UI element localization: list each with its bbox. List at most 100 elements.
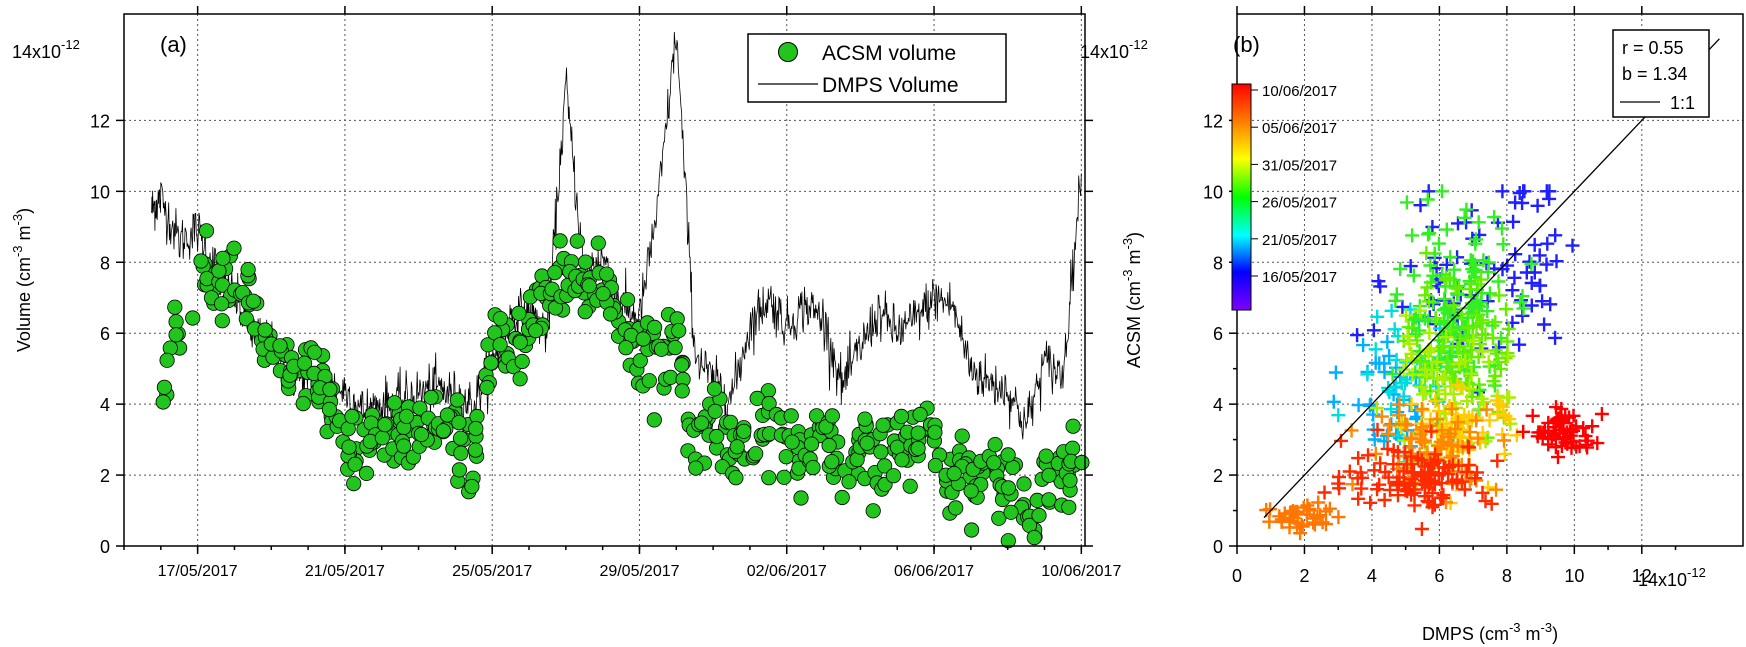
acsm-volume-point bbox=[963, 483, 979, 499]
acsm-volume-point bbox=[653, 341, 670, 357]
acsm-volume-point bbox=[215, 250, 231, 266]
scatter-point bbox=[1524, 298, 1539, 313]
acsm-volume-point bbox=[674, 357, 690, 373]
scatter-point bbox=[1422, 326, 1437, 341]
acsm-volume-point bbox=[1026, 529, 1042, 546]
panel-b-xtick-label: 8 bbox=[1502, 566, 1512, 586]
scatter-point bbox=[1475, 343, 1490, 358]
acsm-volume-point bbox=[452, 430, 469, 446]
panel-a-xtick-label: 29/05/2017 bbox=[599, 563, 679, 580]
scatter-point bbox=[1373, 456, 1388, 471]
scatter-point bbox=[1439, 222, 1454, 237]
scatter-point bbox=[1466, 333, 1481, 348]
scatter-point bbox=[1414, 380, 1429, 394]
acsm-volume-point bbox=[595, 286, 611, 302]
colorbar-label: 21/05/2017 bbox=[1262, 232, 1337, 249]
legend-one-to-one-label: 1:1 bbox=[1670, 93, 1695, 113]
scatter-point bbox=[1594, 407, 1609, 421]
panel-b-xtick-label: 4 bbox=[1367, 566, 1377, 586]
scatter-point bbox=[1331, 510, 1346, 525]
scatter-point bbox=[1439, 330, 1454, 345]
acsm-volume-point bbox=[238, 311, 254, 327]
acsm-volume-point bbox=[214, 313, 230, 329]
acsm-volume-point bbox=[347, 456, 363, 472]
scatter-point bbox=[1551, 450, 1565, 465]
scatter-point bbox=[1332, 481, 1347, 496]
scatter-point bbox=[1439, 257, 1454, 272]
scatter-point bbox=[1404, 346, 1419, 361]
scatter-point bbox=[1371, 274, 1386, 289]
scatter-point bbox=[1381, 470, 1396, 485]
acsm-volume-point bbox=[893, 408, 910, 424]
scatter-point bbox=[1382, 348, 1397, 363]
scatter-point bbox=[1370, 309, 1385, 324]
scatter-point bbox=[1522, 254, 1537, 269]
scatter-point bbox=[1420, 280, 1435, 295]
acsm-volume-point bbox=[776, 469, 792, 485]
scatter-point bbox=[1293, 526, 1308, 541]
panel-a-xtick-label: 10/06/2017 bbox=[1041, 563, 1121, 580]
acsm-volume-point bbox=[602, 306, 619, 322]
acsm-volume-point bbox=[211, 263, 227, 279]
scatter-point bbox=[1519, 265, 1534, 280]
panel-b-ytick-label: 2 bbox=[1213, 466, 1223, 486]
scatter-point bbox=[1448, 422, 1463, 437]
acsm-volume-point bbox=[808, 408, 825, 424]
scatter-point bbox=[1387, 322, 1402, 337]
acsm-volume-point bbox=[824, 454, 840, 470]
acsm-volume-point bbox=[667, 339, 683, 356]
scatter-point bbox=[1472, 337, 1487, 352]
scatter-point bbox=[1396, 389, 1411, 404]
acsm-volume-point bbox=[1062, 472, 1078, 488]
acsm-volume-point bbox=[876, 458, 893, 474]
scatter-point bbox=[1542, 191, 1557, 206]
panel-b-ytick-label: 12 bbox=[1203, 111, 1223, 131]
scatter-point bbox=[1465, 383, 1480, 398]
colorbar-label: 05/06/2017 bbox=[1262, 120, 1337, 137]
acsm-volume-point bbox=[1065, 440, 1081, 456]
acsm-volume-point bbox=[834, 489, 850, 506]
panel-a-xtick-label: 06/06/2017 bbox=[894, 563, 974, 580]
scatter-point bbox=[1516, 301, 1531, 316]
acsm-volume-point bbox=[296, 355, 313, 371]
acsm-volume-point bbox=[358, 465, 375, 481]
scatter-point bbox=[1471, 215, 1486, 230]
acsm-volume-point bbox=[451, 414, 467, 431]
acsm-volume-point bbox=[783, 408, 799, 424]
scatter-point bbox=[1413, 198, 1428, 213]
panel-b-ytick-label: 0 bbox=[1213, 537, 1223, 557]
scatter-point bbox=[1434, 490, 1449, 505]
acsm-volume-point bbox=[729, 439, 745, 455]
scatter-point bbox=[1457, 482, 1472, 497]
scatter-point bbox=[1447, 262, 1462, 277]
acsm-volume-point bbox=[581, 278, 597, 294]
colorbar-label: 10/06/2017 bbox=[1262, 83, 1337, 100]
scatter-point bbox=[1436, 488, 1451, 503]
one-to-one-line bbox=[1263, 38, 1720, 519]
scatter-point bbox=[1507, 270, 1522, 285]
scatter-point bbox=[1431, 383, 1446, 398]
panel-a-xtick-label: 02/06/2017 bbox=[747, 563, 827, 580]
acsm-volume-point bbox=[167, 299, 183, 315]
acsm-volume-point bbox=[492, 337, 508, 353]
scatter-point bbox=[1544, 429, 1559, 444]
scatter-point bbox=[1405, 228, 1420, 243]
scatter-point bbox=[1537, 317, 1552, 332]
acsm-volume-point bbox=[577, 304, 593, 320]
acsm-volume-point bbox=[894, 452, 910, 468]
acsm-volume-point bbox=[467, 442, 484, 458]
panel-a-ytick-label: 12 bbox=[90, 111, 110, 131]
panel-b-ytick-label: 6 bbox=[1213, 324, 1223, 344]
acsm-volume-point bbox=[635, 331, 651, 347]
legend-acsm-label: ACSM volume bbox=[822, 42, 956, 65]
scatter-point bbox=[1319, 517, 1333, 532]
acsm-volume-point bbox=[1000, 480, 1017, 496]
scatter-point bbox=[1457, 210, 1472, 225]
panel-a-grid bbox=[124, 14, 1085, 546]
acsm-volume-point bbox=[709, 428, 725, 445]
scatter-point bbox=[1370, 422, 1385, 437]
acsm-volume-point bbox=[344, 408, 360, 424]
acsm-volume-point bbox=[590, 235, 606, 251]
scatter-point bbox=[1525, 408, 1540, 423]
